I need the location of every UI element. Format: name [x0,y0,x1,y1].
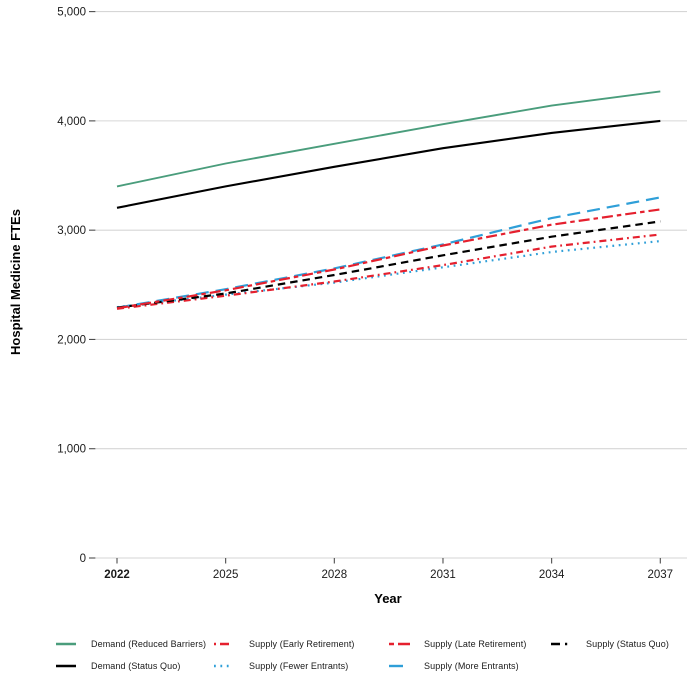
chart-legend: Demand (Reduced Barriers) Supply (Early R… [0,630,699,690]
legend-line-icon-supply-status-quo [551,642,569,646]
y-tick-label-4000: 4,000 [57,116,86,128]
legend-label-supply-status-quo: Supply (Status Quo) [586,639,669,649]
y-axis-title: Hospital Medicine FTEs [8,209,23,355]
y-tick-label-2000: 2,000 [57,334,86,346]
legend-item-supply-status-quo: Supply (Status Quo) [550,637,669,651]
y-tick-label-3000: 3,000 [57,225,86,237]
chart-svg: 0 1,000 2,000 3,000 4,000 5,000 2022 2025 2028 20… [8,7,687,606]
legend-line-icon-demand-status-quo [56,664,76,668]
legend-line-icon-supply-late-retirement [389,642,412,646]
legend-line-icon-supply-fewer-entrants [214,664,232,668]
x-tick-label-2034: 2034 [539,569,565,581]
y-tick-label-1000: 1,000 [57,444,86,456]
legend-label-supply-more-entrants: Supply (More Entrants) [424,661,519,671]
x-tick-label-2037: 2037 [648,569,674,581]
series-line-supply-more-entrants [116,196,661,309]
x-tick-label-2031: 2031 [430,569,456,581]
legend-line-icon-supply-more-entrants [389,664,412,668]
legend-item-supply-late-retirement: Supply (Late Retirement) [388,637,526,651]
series-line-demand-reduced-barriers [116,90,661,188]
series-line-supply-late-retirement [116,208,661,310]
legend-label-supply-fewer-entrants: Supply (Fewer Entrants) [249,661,349,671]
legend-line-icon-demand-reduced-barriers [56,642,76,646]
legend-item-demand-status-quo: Demand (Status Quo) [55,659,180,673]
y-tick-label-0: 0 [80,553,86,565]
x-tick-label-2022: 2022 [104,569,130,581]
legend-label-demand-reduced-barriers: Demand (Reduced Barriers) [91,639,207,649]
legend-item-supply-more-entrants: Supply (More Entrants) [388,659,519,673]
legend-label-supply-early-retirement: Supply (Early Retirement) [249,639,355,649]
x-tick-label-2028: 2028 [322,569,348,581]
legend-label-demand-status-quo: Demand (Status Quo) [91,661,181,671]
series-line-demand-status-quo [116,119,661,209]
legend-item-demand-reduced-barriers: Demand (Reduced Barriers) [55,637,206,651]
legend-item-supply-fewer-entrants: Supply (Fewer Entrants) [213,659,348,673]
series-line-supply-early-retirement [116,233,661,310]
legend-item-supply-early-retirement: Supply (Early Retirement) [213,637,355,651]
x-axis-title: Year [374,591,401,606]
legend-line-icon-supply-early-retirement [214,642,231,646]
series-line-supply-status-quo [116,220,661,309]
y-tick-label-5000: 5,000 [57,7,86,19]
x-tick-label-2025: 2025 [213,569,239,581]
legend-label-supply-late-retirement: Supply (Late Retirement) [424,639,527,649]
